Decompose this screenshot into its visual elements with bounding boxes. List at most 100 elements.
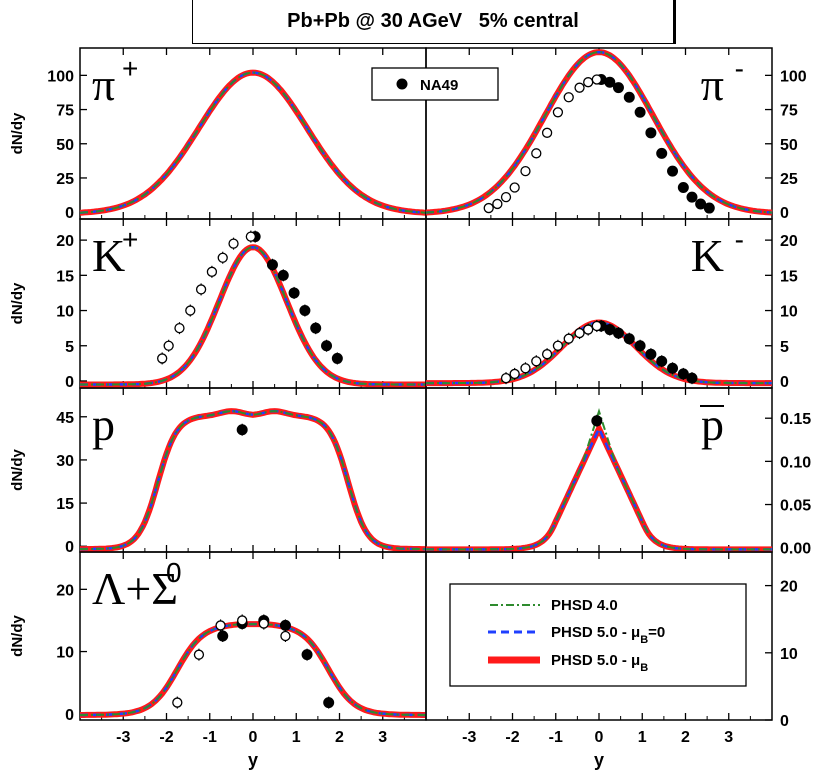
data-point-open	[574, 82, 585, 93]
data-point-open	[193, 649, 205, 660]
particle-superscript: +	[122, 224, 138, 255]
curve-phsd50-mu0	[425, 50, 773, 214]
data-point-open	[509, 182, 520, 193]
particle-label: p	[92, 399, 115, 450]
data-point-filled	[703, 202, 715, 214]
na49-legend-box	[371, 67, 499, 101]
data-point-open	[583, 77, 594, 88]
data-point-open	[483, 202, 494, 214]
y-tick-label: 10	[56, 304, 74, 321]
data-point-filled	[604, 76, 616, 88]
x-tick-label: -1	[549, 729, 563, 746]
data-point-open	[563, 333, 574, 344]
data-point-filled	[634, 106, 646, 118]
curve-phsd50-muB	[80, 408, 426, 553]
x-axis-label: y	[248, 750, 258, 770]
y-tick-label: 0	[65, 205, 74, 222]
data-point-open	[520, 363, 531, 374]
x-tick-label: -2	[505, 729, 519, 746]
na49-legend-label: NA49	[420, 77, 458, 94]
x-axis-label: y	[594, 750, 604, 770]
y-tick-label: 0	[65, 374, 74, 391]
panel-3: 0 5 10 15 20 dN/dy K+	[9, 218, 427, 391]
data-point-open	[591, 320, 602, 332]
y-tick-label: 5	[780, 339, 789, 356]
legend-box	[449, 583, 747, 687]
y-tick-label: 15	[780, 268, 798, 285]
data-point-filled	[301, 649, 313, 661]
particle-label: K	[691, 230, 724, 281]
y-tick-label: 10	[780, 646, 798, 663]
data-point-open	[531, 356, 542, 367]
x-tick-label: 2	[681, 729, 690, 746]
y-tick-label: 25	[780, 171, 798, 188]
particle-label: π	[701, 59, 724, 110]
curve-phsd50-muB	[80, 621, 426, 718]
x-tick-label: 2	[335, 729, 344, 746]
na49-legend-marker	[396, 78, 408, 90]
particle-superscript: 0	[166, 557, 182, 588]
y-tick-label: 0	[780, 713, 789, 730]
data-point-open	[552, 340, 564, 351]
data-point-filled	[677, 368, 689, 380]
y-tick-label: 50	[780, 137, 798, 154]
data-point-open	[500, 191, 512, 203]
y-tick-label: 75	[780, 103, 798, 120]
data-point-open	[206, 266, 218, 277]
particle-superscript: +	[122, 53, 138, 84]
panel-6: 0.00 0.05 0.10 0.15 p	[425, 387, 811, 558]
y-axis-label: dN/dy	[9, 615, 26, 657]
legend-entry-text: PHSD 5.0 - μB=0	[551, 624, 665, 646]
data-point-filled	[677, 182, 689, 194]
particle-label: Λ+Σ	[92, 563, 178, 614]
data-point-filled	[667, 362, 679, 374]
data-point-filled	[612, 327, 624, 339]
y-tick-label: 0	[780, 374, 789, 391]
x-tick-label: -3	[462, 729, 476, 746]
data-point-filled	[623, 333, 635, 345]
y-tick-label: 45	[56, 410, 74, 427]
x-tick-label: -2	[159, 729, 173, 746]
y-tick-label: 5	[65, 339, 74, 356]
data-point-filled	[279, 619, 291, 631]
data-point-open	[245, 231, 256, 242]
data-point-filled	[645, 127, 657, 139]
y-tick-label: 15	[56, 496, 74, 513]
y-tick-label: 0.10	[780, 454, 811, 471]
x-tick-label: 1	[638, 729, 647, 746]
legend-entry-text: PHSD 5.0 - μB	[551, 652, 648, 674]
y-tick-label: 0	[65, 707, 74, 724]
y-tick-label: 10	[780, 304, 798, 321]
curve-phsd40	[80, 623, 426, 716]
curve-phsd40	[79, 71, 427, 214]
y-tick-label: 75	[56, 103, 74, 120]
data-point-filled	[323, 697, 335, 709]
curve-phsd40	[426, 321, 772, 385]
legend: PHSD 4.0 PHSD 5.0 - μB=0 PHSD 5.0 - μB	[449, 583, 747, 687]
y-tick-label: 30	[56, 453, 74, 470]
data-point-open	[552, 107, 564, 118]
data-point-filled	[277, 269, 289, 281]
data-point-open	[195, 284, 207, 295]
curve-phsd50-mu0	[80, 409, 426, 551]
data-point-open	[163, 340, 174, 351]
data-point-open	[237, 615, 248, 626]
y-axis-label: dN/dy	[9, 112, 26, 154]
y-tick-label: 15	[56, 268, 74, 285]
panel-2: 0 25 50 75 100 π -	[425, 47, 807, 222]
y-tick-label: 50	[56, 137, 74, 154]
data-point-filled	[656, 147, 668, 159]
panel-1: 0 25 50 75 100 dN/dy π +	[9, 47, 427, 222]
y-tick-label: 0.15	[780, 411, 811, 428]
data-point-filled	[634, 340, 646, 352]
data-point-filled	[623, 91, 635, 103]
y-tick-label: 25	[56, 171, 74, 188]
y-tick-label: 100	[47, 68, 74, 85]
curve-phsd50-mu0	[80, 245, 426, 386]
y-tick-label: 20	[56, 582, 74, 599]
particle-label: p	[701, 399, 724, 450]
figure-title: Pb+Pb @ 30 AGeV 5% central	[192, 0, 676, 44]
data-point-open	[574, 327, 585, 339]
curve-phsd50-mu0	[426, 321, 772, 385]
